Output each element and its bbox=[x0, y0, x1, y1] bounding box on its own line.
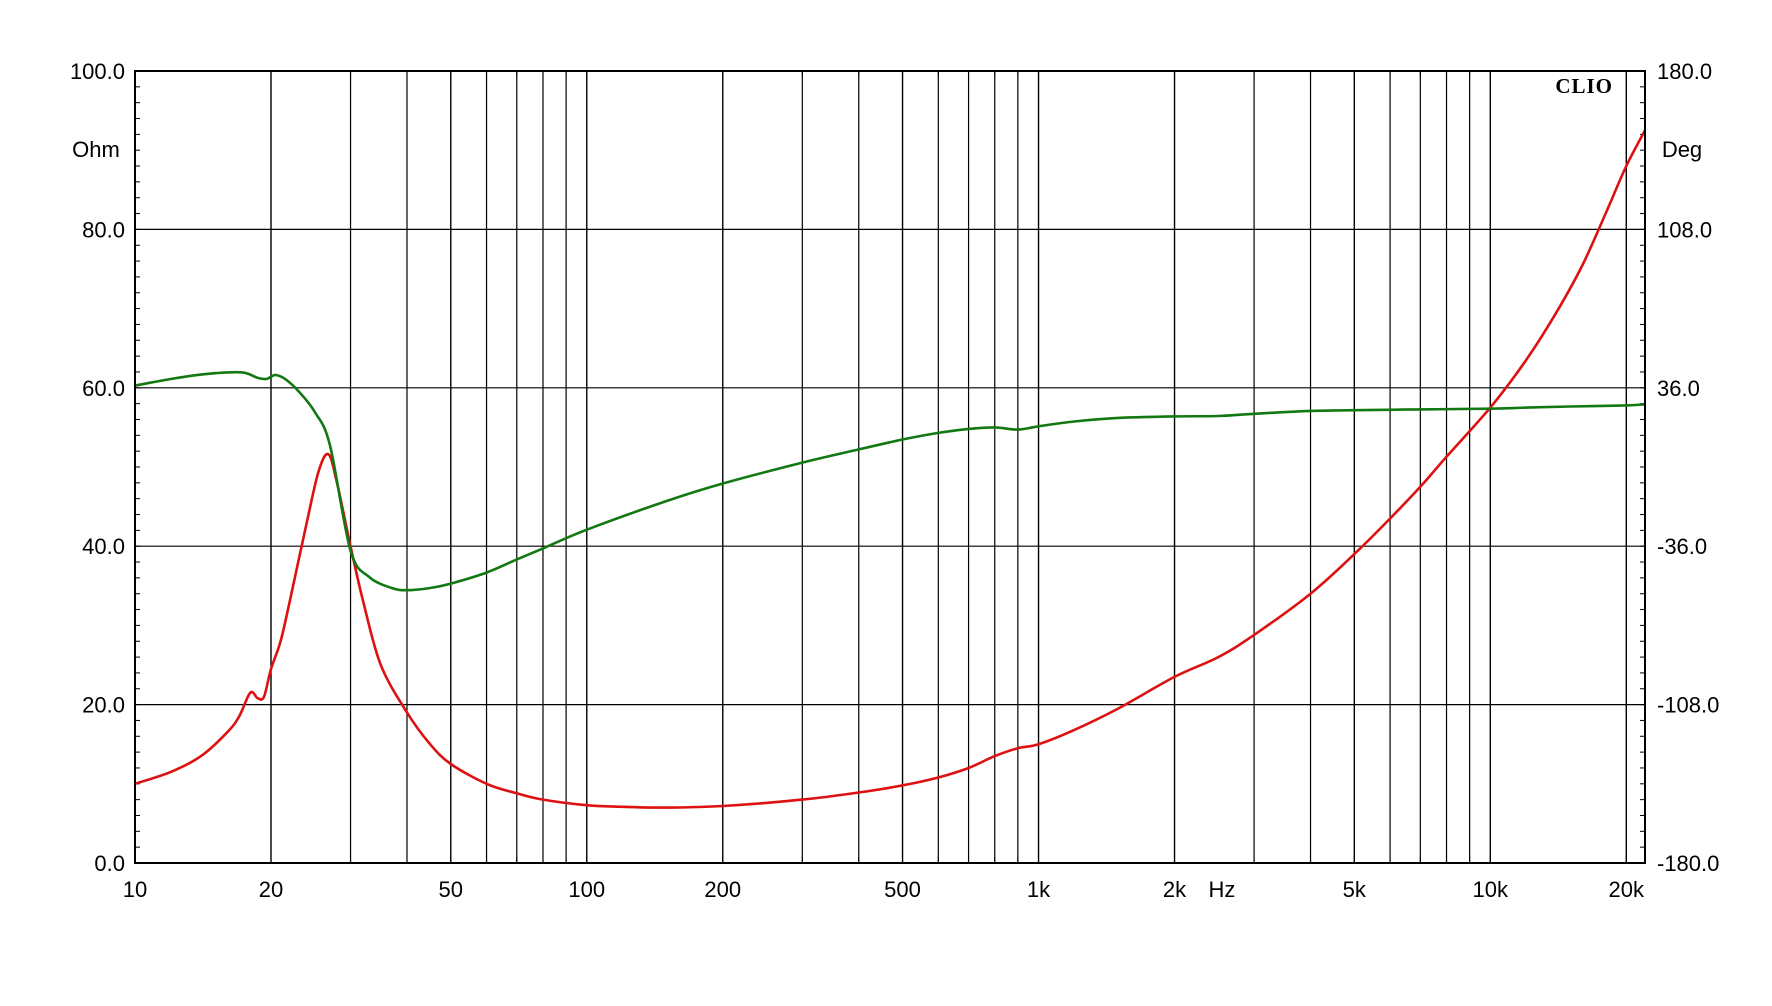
x-axis-unit-label: Hz bbox=[1209, 877, 1236, 902]
impedance-series-line bbox=[134, 129, 1647, 809]
y-left-tick-label: 100.0 bbox=[70, 59, 125, 84]
y-left-tick-label: 40.0 bbox=[82, 534, 125, 559]
y-right-tick-label: -108.0 bbox=[1657, 693, 1719, 718]
x-tick-label: 50 bbox=[439, 877, 463, 902]
y-left-tick-label: 80.0 bbox=[82, 217, 125, 242]
left-axis-unit-label: Ohm bbox=[72, 137, 120, 162]
brand-logo-text: CLIO bbox=[1555, 74, 1613, 98]
grid-layer bbox=[134, 70, 1645, 864]
label-layer: CLIO Ohm Deg Hz 10 20 50 100 200 500 1k 2k 5k 10k… bbox=[70, 59, 1719, 902]
series-layer bbox=[134, 129, 1647, 809]
x-tick-label: 100 bbox=[568, 877, 605, 902]
y-right-tick-label: 180.0 bbox=[1657, 59, 1712, 84]
plot-frame bbox=[134, 70, 1646, 864]
x-tick-label: 5k bbox=[1343, 877, 1367, 902]
x-tick-label: 10k bbox=[1473, 877, 1509, 902]
x-tick-label: 200 bbox=[704, 877, 741, 902]
y-right-tick-label: 108.0 bbox=[1657, 217, 1712, 242]
x-tick-label: 1k bbox=[1027, 877, 1051, 902]
x-tick-label: 10 bbox=[123, 877, 147, 902]
x-tick-label: 2k bbox=[1163, 877, 1187, 902]
x-tick-label: 20 bbox=[259, 877, 283, 902]
y-left-tick-label: 0.0 bbox=[94, 851, 125, 876]
y-left-tick-label: 60.0 bbox=[82, 376, 125, 401]
y-left-tick-label: 20.0 bbox=[82, 693, 125, 718]
y-right-tick-label: -180.0 bbox=[1657, 851, 1719, 876]
right-axis-unit-label: Deg bbox=[1662, 137, 1702, 162]
y-right-tick-label: -36.0 bbox=[1657, 534, 1707, 559]
y-right-tick-label: 36.0 bbox=[1657, 376, 1700, 401]
phase-series-line bbox=[134, 370, 1646, 592]
x-tick-label: 500 bbox=[884, 877, 921, 902]
x-tick-label: 20k bbox=[1609, 877, 1645, 902]
